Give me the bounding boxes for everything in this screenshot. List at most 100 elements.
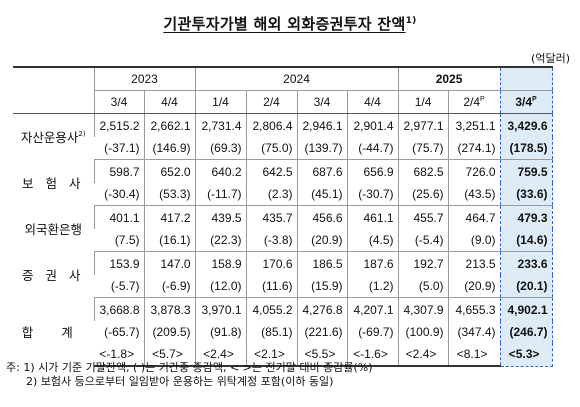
change-cell: (246.7) (499, 321, 553, 343)
quarter-header: 3/4 (93, 90, 144, 114)
change-cell: (85.1) (245, 321, 298, 343)
balance-cell: 435.7 (245, 205, 298, 229)
total-change-row: (-65.7) (209.5) (91.8) (85.1) (221.6) (-69.7)… (13, 321, 553, 343)
balance-cell: 2,901.4 (346, 113, 399, 137)
balance-cell: 4,655.3 (447, 297, 501, 321)
balance-cell: 759.5 (499, 159, 553, 183)
balance-cell: 401.1 (93, 205, 144, 229)
quarter-header-row: 3/4 4/4 1/4 2/4 3/4 4/4 1/4 2/4P 3/4P (13, 90, 553, 114)
change-cell: (5.0) (397, 275, 449, 298)
change-cell: (-44.7) (346, 137, 399, 160)
balance-cell: 417.2 (143, 205, 196, 229)
balance-cell: 461.1 (346, 205, 399, 229)
balance-cell: 726.0 (447, 159, 501, 183)
change-cell: (-69.7) (346, 321, 399, 343)
balance-cell: 4,902.1 (499, 297, 553, 321)
balance-cell: 2,946.1 (296, 113, 348, 137)
quarter-label: 3/4 (110, 95, 128, 109)
institution-value-row: 증 권 사 153.9 147.0 158.9 170.6 186.5 187.6 192.7… (13, 251, 553, 283)
change-cell: (75.7) (397, 137, 449, 160)
quarter-header: 4/4 (143, 90, 196, 114)
rate-cell: <2.1> (245, 343, 298, 367)
change-cell: (-30.4) (94, 183, 144, 206)
balance-cell: 4,207.1 (346, 297, 399, 321)
change-cell: (45.1) (296, 183, 348, 206)
quarter-label: 3/4 (313, 95, 331, 109)
change-cell: (-3.8) (245, 229, 298, 252)
institution-change-row: (-30.4) (53.3) (-11.7) (2.3) (45.1) (-30.7) (2… (13, 183, 553, 206)
institution-value-row: 외국환은행 401.1 417.2 439.5 435.7 456.6 461.1 455.7… (13, 205, 553, 237)
rate-cell: <8.1> (447, 343, 501, 367)
balance-cell: 682.5 (397, 159, 449, 183)
balance-cell: 640.2 (194, 159, 247, 183)
balance-cell: 3,878.3 (143, 297, 196, 321)
change-cell: (33.6) (499, 183, 553, 206)
preliminary-mark: P (480, 96, 485, 103)
balance-cell: 687.6 (296, 159, 348, 183)
page-title: 기관투자가별 해외 외화증권투자 잔액1) (0, 13, 580, 34)
quarter-header: 4/4 (346, 90, 399, 114)
change-cell: (209.5) (143, 321, 196, 343)
balance-cell: 3,970.1 (194, 297, 247, 321)
balance-cell: 439.5 (194, 205, 247, 229)
change-cell: (4.5) (346, 229, 399, 252)
year-2024: 2024 (194, 67, 399, 91)
row-label-text: 합 계 (21, 325, 85, 341)
change-cell: (9.0) (447, 229, 501, 252)
row-label: 자산운용사2) (13, 114, 94, 160)
change-cell: (100.9) (397, 321, 449, 343)
change-cell: (178.5) (499, 137, 553, 160)
rate-cell: <2.4> (194, 343, 247, 367)
rate-cell: <2.4> (397, 343, 449, 367)
change-cell: (347.4) (447, 321, 501, 343)
rate-cell: <5.5> (296, 343, 348, 367)
balance-cell: 652.0 (143, 159, 196, 183)
unit-label: (억달러) (531, 52, 570, 65)
balance-cell: 233.6 (499, 251, 553, 275)
change-cell: (-37.1) (94, 137, 144, 160)
balance-cell: 479.3 (499, 205, 553, 229)
change-cell: (14.6) (499, 229, 553, 252)
change-cell: (-5.7) (94, 275, 144, 298)
balance-cell: 153.9 (93, 251, 144, 275)
footnote-1: 주: 1) 시가 기준 기말잔액, ( )는 기간중 증감액, < >는 전기말… (6, 361, 373, 374)
institution-value-row: 보 험 사 598.7 652.0 640.2 642.5 687.6 656.9 682.5… (13, 159, 553, 191)
change-cell: (20.9) (296, 229, 348, 252)
total-rate-row: <-1.8> <5.7> <2.4> <2.1> <5.5> <-1.6> <2.4> <8.… (13, 343, 553, 367)
title-footnote-mark: 1) (405, 16, 417, 26)
corner-cell (13, 67, 94, 91)
row-label-text: 증 권 사 (22, 268, 85, 283)
change-cell: (-6.9) (143, 275, 196, 298)
balance-cell: 192.7 (397, 251, 449, 275)
balance-cell: 147.0 (143, 251, 196, 275)
quarter-label: 4/4 (364, 95, 381, 109)
quarter-header: 2/4P (447, 90, 501, 114)
change-cell: (12.0) (194, 275, 247, 298)
change-cell: (43.5) (447, 183, 501, 206)
quarter-header: 3/4P (499, 90, 553, 114)
balance-cell: 4,276.8 (296, 297, 348, 321)
year-2025-highlight (499, 66, 553, 91)
row-label-text: 외국환은행 (24, 222, 82, 237)
row-label-text: 보 험 사 (22, 176, 85, 191)
rate-cell: <-1.8> (94, 343, 144, 367)
balance-cell: 464.7 (447, 205, 501, 229)
quarter-header: 3/4 (296, 90, 348, 114)
change-cell: (274.1) (447, 137, 501, 160)
change-cell: (25.6) (397, 183, 449, 206)
institution-change-row: (7.5) (16.1) (22.3) (-3.8) (20.9) (4.5) (-5.4)… (13, 229, 553, 252)
balance-cell: 2,662.1 (143, 113, 196, 137)
year-2025: 2025 (397, 67, 501, 91)
quarter-header: 1/4 (194, 90, 247, 114)
balance-cell: 158.9 (194, 251, 247, 275)
change-cell: (-5.4) (397, 229, 449, 252)
change-cell: (20.1) (499, 275, 553, 298)
total-value-row: 합 계 3,668.8 3,878.3 3,970.1 4,055.2 4,276.8 4,… (13, 297, 553, 340)
rate-cell: <-1.6> (346, 343, 399, 367)
rate-cell: <5.7> (143, 343, 196, 367)
title-text: 기관투자가별 해외 외화증권투자 잔액 (163, 15, 406, 33)
change-cell: (146.9) (143, 137, 196, 160)
rate-cell: <5.3> (499, 343, 553, 367)
quarter-header: 1/4 (397, 90, 449, 114)
change-cell: (20.9) (447, 275, 501, 298)
